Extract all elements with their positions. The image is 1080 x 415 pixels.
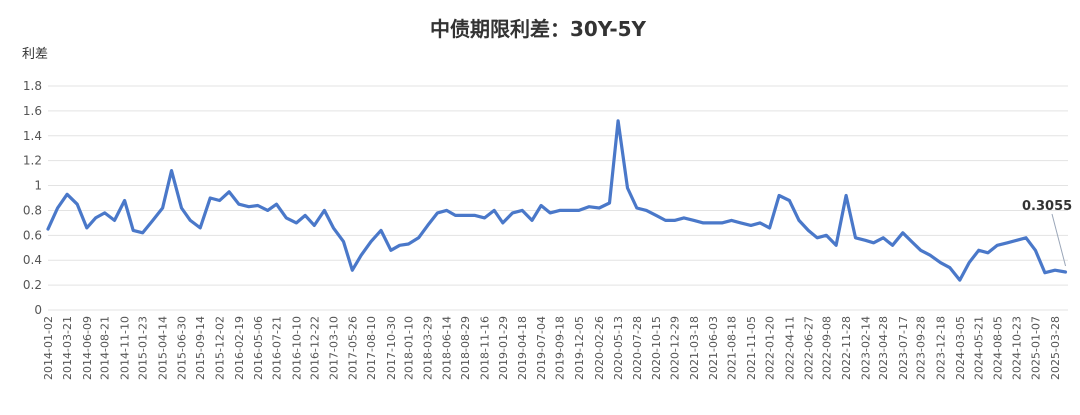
x-tick-label: 2021-06-03 xyxy=(707,316,720,380)
x-axis-ticks: 2014-01-02 2014-03-21 2014-06-09 2014-08-21… xyxy=(42,316,1062,380)
x-tick-label: 2024-03-05 xyxy=(954,316,967,380)
x-tick-label: 2014-03-21 xyxy=(61,316,74,380)
x-tick-label: 2020-02-26 xyxy=(593,316,606,380)
y-tick-label: 0.2 xyxy=(23,278,42,292)
x-tick-label: 2018-01-10 xyxy=(403,316,416,380)
last-value-annotation: 0.3055 xyxy=(1022,199,1072,214)
x-tick-label: 2014-11-10 xyxy=(119,316,132,380)
x-tick-label: 2016-07-21 xyxy=(270,316,283,380)
x-tick-label: 2016-10-10 xyxy=(290,316,303,380)
y-tick-label: 1.4 xyxy=(23,129,42,143)
x-tick-label: 2017-08-10 xyxy=(365,316,378,380)
x-tick-label: 2018-08-29 xyxy=(459,316,472,380)
x-tick-label: 2018-06-14 xyxy=(441,316,454,380)
x-tick-label: 2019-07-04 xyxy=(535,316,548,380)
x-tick-label: 2015-09-14 xyxy=(194,316,207,380)
x-tick-label: 2018-11-16 xyxy=(479,316,492,380)
x-tick-label: 2014-06-09 xyxy=(81,316,94,380)
y-tick-label: 1.6 xyxy=(23,104,42,118)
x-tick-label: 2019-04-18 xyxy=(516,316,529,380)
chart-title: 中债期限利差：30Y-5Y xyxy=(430,17,647,41)
x-tick-label: 2020-10-15 xyxy=(650,316,663,380)
x-tick-label: 2021-03-18 xyxy=(688,316,701,380)
annotation-leader xyxy=(1051,213,1067,267)
x-tick-label: 2021-11-05 xyxy=(745,316,758,380)
y-tick-label: 0.6 xyxy=(23,228,42,242)
x-tick-label: 2024-05-21 xyxy=(973,316,986,380)
x-tick-label: 2022-11-28 xyxy=(840,316,853,380)
x-tick-label: 2017-10-30 xyxy=(385,316,398,380)
x-tick-label: 2023-09-28 xyxy=(915,316,928,380)
x-tick-label: 2023-12-18 xyxy=(935,316,948,380)
x-tick-label: 2019-12-05 xyxy=(573,316,586,380)
x-tick-label: 2023-04-28 xyxy=(877,316,890,380)
y-tick-label: 1.8 xyxy=(23,79,42,93)
x-tick-label: 2022-06-27 xyxy=(802,316,815,380)
x-tick-label: 2021-08-18 xyxy=(726,316,739,380)
x-tick-label: 2018-03-29 xyxy=(422,316,435,380)
y-tick-label: 0.8 xyxy=(23,203,42,217)
x-tick-label: 2017-03-10 xyxy=(327,316,340,380)
x-tick-label: 2022-04-11 xyxy=(783,316,796,380)
series-line xyxy=(46,119,1068,282)
x-tick-label: 2020-12-29 xyxy=(669,316,682,380)
x-tick-label: 2024-08-05 xyxy=(991,316,1004,380)
x-tick-label: 2025-03-28 xyxy=(1049,316,1062,380)
x-tick-label: 2025-01-07 xyxy=(1029,316,1042,380)
x-tick-label: 2016-02-19 xyxy=(233,316,246,380)
x-tick-label: 2019-01-29 xyxy=(497,316,510,380)
x-tick-label: 2019-09-18 xyxy=(554,316,567,380)
x-tick-label: 2020-05-13 xyxy=(612,316,625,380)
y-tick-label: 0.4 xyxy=(23,253,42,267)
y-axis-ticks: 0 0.2 0.4 0.6 0.8 1 1.2 1.4 1.6 1.8 xyxy=(23,79,42,317)
x-tick-label: 2015-04-14 xyxy=(157,316,170,380)
x-tick-label: 2023-02-14 xyxy=(859,316,872,380)
grid-lines xyxy=(48,85,1068,311)
x-tick-label: 2014-01-02 xyxy=(42,316,55,380)
x-tick-label: 2024-10-23 xyxy=(1011,316,1024,380)
y-axis-label: 利差 xyxy=(22,47,48,62)
x-tick-label: 2020-07-28 xyxy=(631,316,644,380)
y-tick-label: 1.2 xyxy=(23,154,42,168)
x-tick-label: 2022-09-08 xyxy=(820,316,833,380)
y-tick-label: 1 xyxy=(34,179,42,193)
y-tick-label: 0 xyxy=(34,303,42,317)
x-tick-label: 2014-08-21 xyxy=(99,316,112,380)
x-tick-label: 2017-05-26 xyxy=(346,316,359,380)
x-tick-label: 2022-01-20 xyxy=(764,316,777,380)
x-tick-label: 2016-05-06 xyxy=(252,316,265,380)
x-tick-label: 2023-07-17 xyxy=(897,316,910,380)
x-tick-label: 2015-06-30 xyxy=(176,316,189,380)
x-tick-label: 2015-01-23 xyxy=(137,316,150,380)
x-tick-label: 2015-12-02 xyxy=(214,316,227,380)
x-tick-label: 2016-12-22 xyxy=(308,316,321,380)
